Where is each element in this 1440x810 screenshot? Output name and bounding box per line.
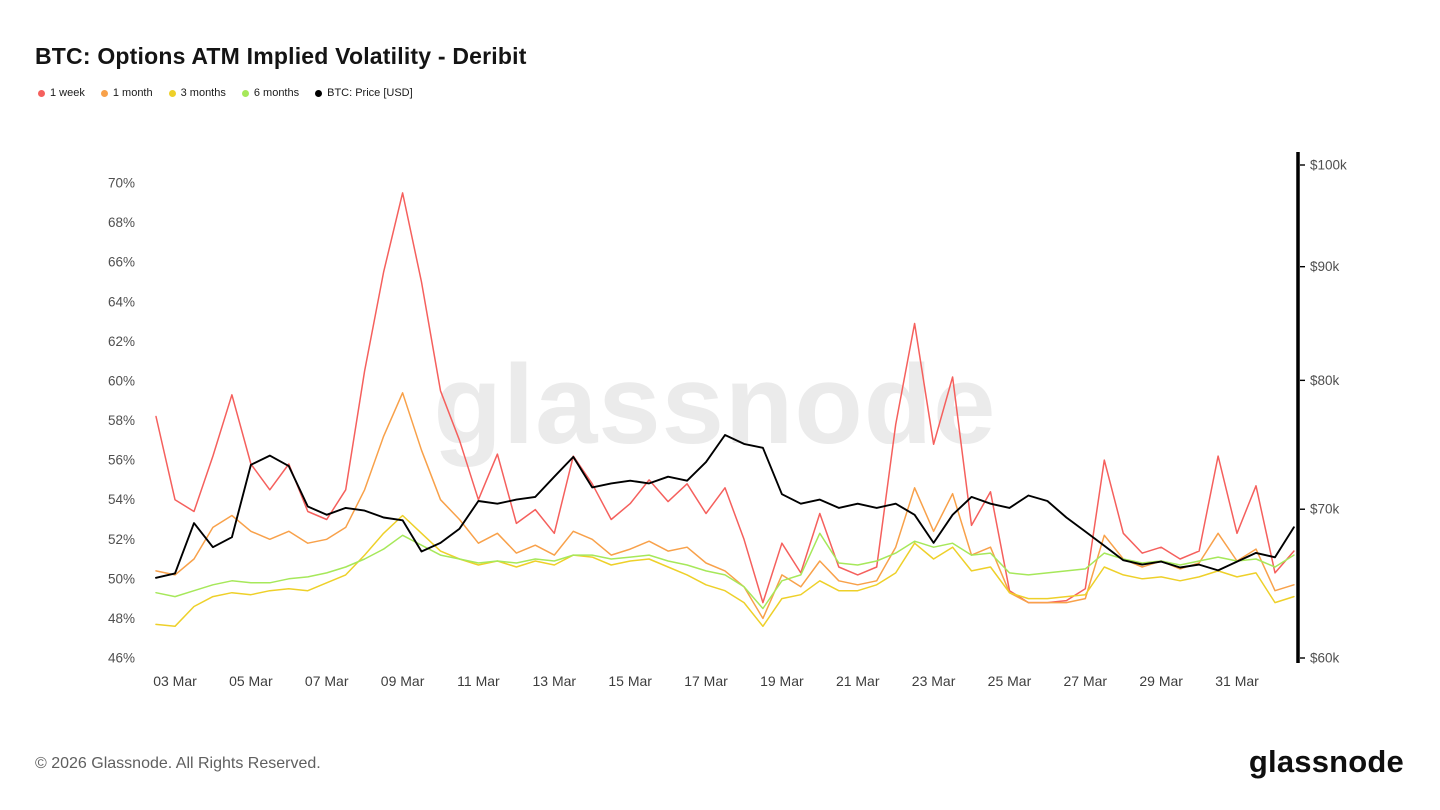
right-axis-tick-label: $100k <box>1310 158 1347 173</box>
left-axis-tick-label: 48% <box>108 611 135 626</box>
right-axis-tick-label: $80k <box>1310 373 1340 388</box>
x-axis-tick-label: 21 Mar <box>836 673 880 689</box>
legend-item-3-months[interactable]: 3 months <box>168 87 226 99</box>
right-axis-tick-label: $90k <box>1310 259 1340 274</box>
footer-copyright: © 2026 Glassnode. All Rights Reserved. <box>35 755 321 772</box>
x-axis-tick-label: 17 Mar <box>684 673 728 689</box>
x-axis-tick-label: 09 Mar <box>381 673 425 689</box>
x-axis-tick-label: 19 Mar <box>760 673 804 689</box>
x-axis-tick-label: 29 Mar <box>1139 673 1183 689</box>
left-axis-tick-label: 62% <box>108 334 135 349</box>
left-axis-tick-label: 50% <box>108 571 135 586</box>
left-axis-tick-label: 56% <box>108 453 135 468</box>
page-title: BTC: Options ATM Implied Volatility - De… <box>35 43 527 70</box>
left-axis-tick-label: 52% <box>108 532 135 547</box>
left-axis-tick-label: 68% <box>108 215 135 230</box>
legend-item-btc-price[interactable]: BTC: Price [USD] <box>315 87 413 99</box>
x-axis-tick-label: 13 Mar <box>533 673 577 689</box>
series-line-btc-price-usd- <box>155 434 1295 579</box>
volatility-price-chart[interactable]: 46% 48% 50% 52% 54% 56% 58% 60% 62% 64% 66% 68% 70% $… <box>0 0 1440 730</box>
series-line-6-months <box>155 532 1295 610</box>
left-axis-tick-label: 58% <box>108 413 135 428</box>
series-line-3-months <box>155 514 1295 628</box>
x-axis-tick-label: 25 Mar <box>988 673 1032 689</box>
left-axis-tick-label: 46% <box>108 651 135 666</box>
legend-dot-1-week <box>38 89 45 97</box>
x-axis-tick-label: 11 Mar <box>457 673 500 689</box>
chart-legend: 1 week 1 month 3 months 6 months BTC: Pr… <box>38 87 413 99</box>
glassnode-watermark: glassnode <box>433 342 997 467</box>
legend-label: BTC: Price [USD] <box>327 87 413 99</box>
x-axis-tick-label: 31 Mar <box>1215 673 1259 689</box>
x-axis-tick-label: 23 Mar <box>912 673 956 689</box>
left-axis-tick-label: 60% <box>108 373 135 388</box>
glassnode-logo: glassnode <box>1248 744 1404 779</box>
legend-dot-1-month <box>100 89 108 97</box>
legend-label: 1 week <box>50 87 85 99</box>
legend-label: 6 months <box>253 87 300 99</box>
x-axis-tick-label: 27 Mar <box>1064 673 1108 689</box>
legend-label: 3 months <box>180 87 226 99</box>
right-axis-tick-label: $70k <box>1310 502 1340 517</box>
legend-dot-btc-price <box>315 89 323 97</box>
x-axis-tick-label: 07 Mar <box>305 673 349 689</box>
left-axis-tick-label: 66% <box>108 255 135 270</box>
series-line-1-week <box>155 192 1295 604</box>
legend-item-1-week[interactable]: 1 week <box>38 87 85 99</box>
legend-dot-6-months <box>241 89 249 97</box>
legend-item-1-month[interactable]: 1 month <box>100 87 153 99</box>
legend-dot-3-months <box>168 89 176 97</box>
series-line-1-month <box>155 392 1295 620</box>
right-axis-tick-label: $60k <box>1310 651 1340 666</box>
x-axis-tick-label: 03 Mar <box>153 673 197 689</box>
left-axis-tick-label: 70% <box>108 176 135 191</box>
x-axis-tick-label: 05 Mar <box>229 673 273 689</box>
legend-item-6-months[interactable]: 6 months <box>241 87 300 99</box>
legend-label: 1 month <box>112 87 153 99</box>
left-axis-tick-label: 64% <box>108 294 135 309</box>
left-axis-tick-label: 54% <box>108 492 135 507</box>
x-axis-tick-label: 15 Mar <box>608 673 652 689</box>
